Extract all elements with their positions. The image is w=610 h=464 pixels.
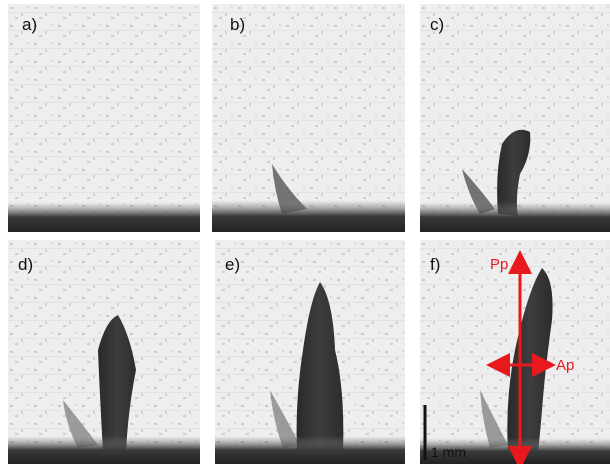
panel-label: c) (430, 15, 444, 34)
panel-label: e) (225, 255, 240, 274)
panel: e) (215, 240, 405, 464)
panel-label: a) (22, 15, 37, 34)
figure: a) b) c) d) e) f) (0, 0, 610, 464)
panel-label: d) (18, 255, 33, 274)
panel: f) Pp Ap 1 mm (420, 240, 610, 464)
arrow-label: Ap (556, 357, 574, 374)
scale-label: 1 mm (431, 444, 466, 460)
panel: a) (8, 4, 200, 232)
panel-label: b) (230, 15, 245, 34)
panel: d) (8, 240, 200, 464)
arrow-label: Pp (490, 256, 508, 273)
panel: b) (212, 4, 405, 232)
panel-label: f) (430, 255, 440, 274)
panel: c) (420, 4, 610, 232)
